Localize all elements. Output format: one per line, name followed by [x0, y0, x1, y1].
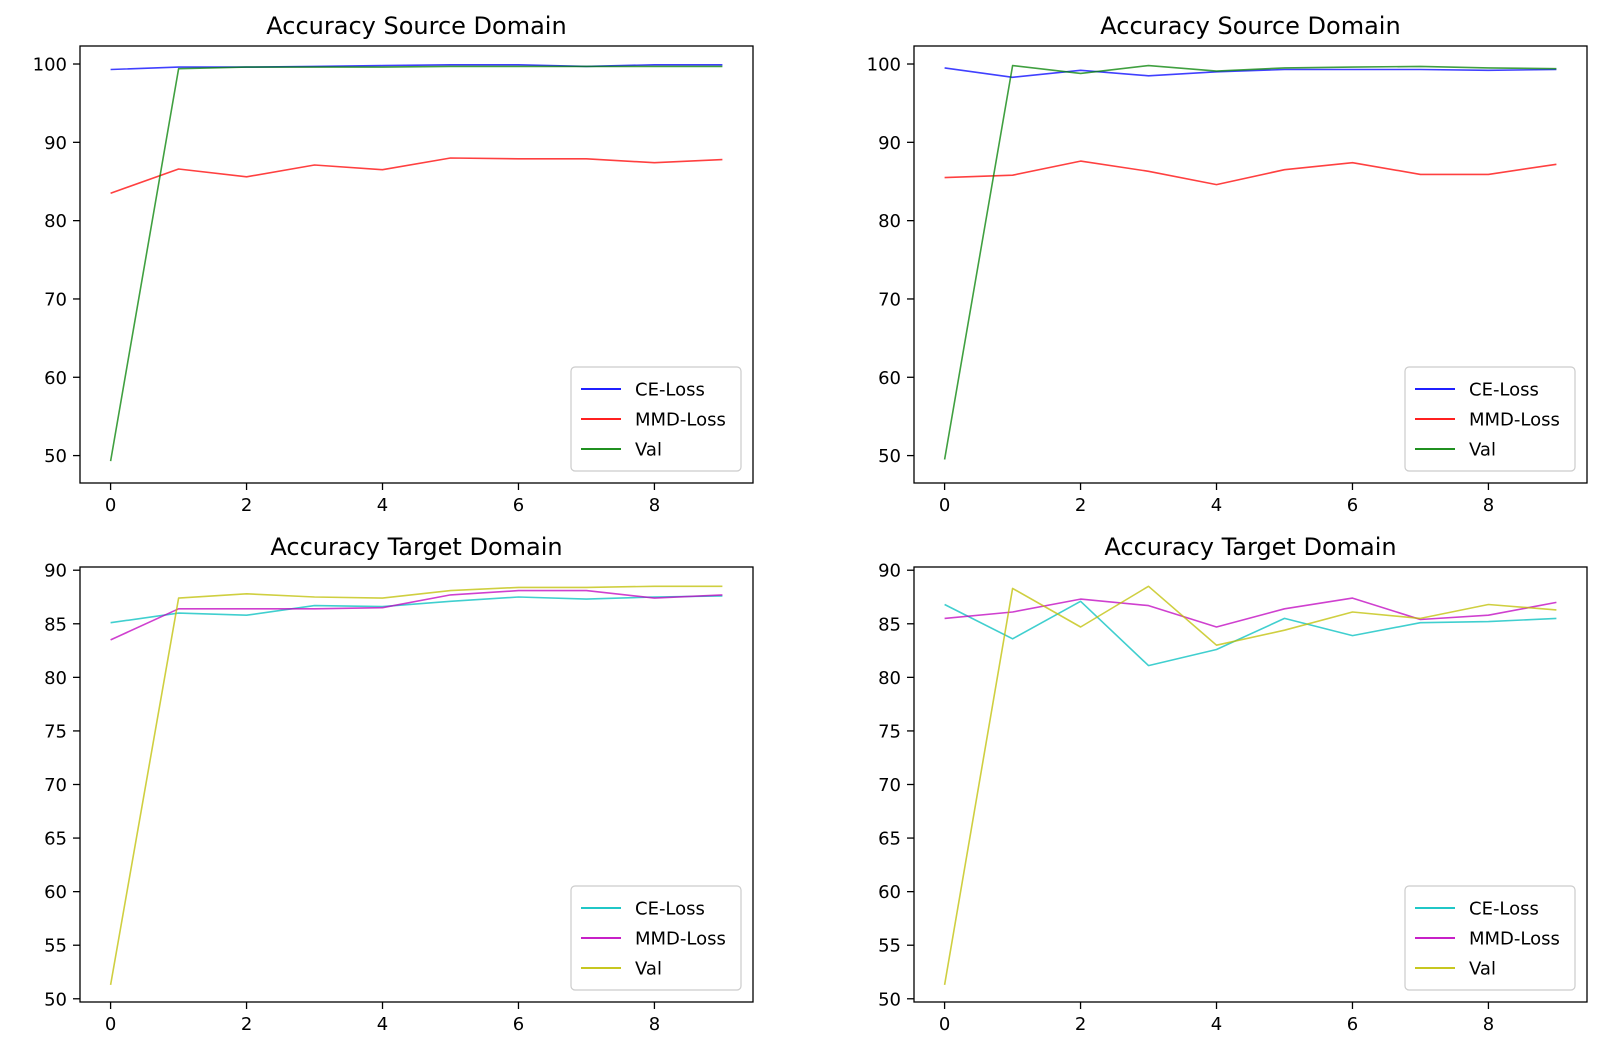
- y-tick-label: 85: [44, 614, 67, 635]
- y-tick-label: 75: [878, 721, 901, 742]
- x-tick-label: 8: [1483, 495, 1494, 516]
- x-tick-label: 6: [1347, 1014, 1358, 1035]
- legend-label-ce-loss: CE-Loss: [1469, 899, 1539, 920]
- x-tick-label: 2: [241, 1014, 252, 1035]
- legend-box: [1404, 366, 1576, 472]
- chart-panel-2: Accuracy Source Domain 0 2 4 6 8 50 60 70 80 90 100…: [867, 12, 1588, 516]
- legend-label-ce-loss: CE-Loss: [635, 380, 705, 401]
- x-tick-label: 6: [1347, 495, 1358, 516]
- y-tick-label: 90: [878, 133, 901, 154]
- legend: CE-Loss MMD-Loss Val: [1404, 885, 1576, 991]
- y-tick-label: 60: [44, 368, 67, 389]
- series-line-val: [943, 585, 1557, 986]
- chart-title: Accuracy Source Domain: [266, 12, 566, 40]
- x-tick-label: 0: [939, 1014, 950, 1035]
- y-tick-label: 90: [44, 133, 67, 154]
- legend: CE-Loss MMD-Loss Val: [570, 885, 742, 991]
- series-line-val: [109, 65, 723, 462]
- y-tick-label: 55: [878, 936, 901, 957]
- series-line-mmd-loss: [944, 160, 1557, 186]
- y-tick-label: 90: [44, 561, 67, 582]
- chart-title: Accuracy Source Domain: [1100, 12, 1400, 40]
- y-tick-label: 70: [44, 775, 67, 796]
- x-tick-label: 8: [649, 1014, 660, 1035]
- y-tick-label: 75: [44, 721, 67, 742]
- y-tick-label: 90: [878, 561, 901, 582]
- y-tick-label: 70: [44, 289, 67, 310]
- y-tick-label: 80: [878, 211, 901, 232]
- series-line-ce-loss: [110, 595, 723, 624]
- chart-title: Accuracy Target Domain: [270, 533, 562, 561]
- series-line-ce-loss: [944, 67, 1557, 79]
- y-tick-label: 55: [44, 936, 67, 957]
- y-tick-label: 60: [878, 882, 901, 903]
- chart-panel-1: Accuracy Source Domain 0 2 4 6 8 50 60 70 80 90 100…: [33, 12, 754, 516]
- series-line-mmd-loss: [944, 597, 1557, 628]
- x-tick-label: 6: [513, 495, 524, 516]
- y-tick-label: 60: [44, 882, 67, 903]
- legend-label-val: Val: [635, 440, 662, 461]
- y-tick-label: 65: [44, 829, 67, 850]
- legend-box: [570, 885, 742, 991]
- legend-box: [1404, 885, 1576, 991]
- y-tick-label: 80: [878, 668, 901, 689]
- y-tick-label: 50: [44, 989, 67, 1010]
- x-tick-label: 6: [513, 1014, 524, 1035]
- y-tick-label: 100: [33, 55, 67, 76]
- x-tick-label: 2: [241, 495, 252, 516]
- y-tick-label: 50: [44, 446, 67, 467]
- y-tick-label: 60: [878, 368, 901, 389]
- x-tick-label: 0: [939, 495, 950, 516]
- y-tick-label: 70: [878, 775, 901, 796]
- legend-label-val: Val: [1469, 440, 1496, 461]
- legend-label-mmd-loss: MMD-Loss: [635, 410, 726, 431]
- y-tick-label: 50: [878, 446, 901, 467]
- plot-frame: [913, 45, 1588, 484]
- y-tick-label: 80: [44, 211, 67, 232]
- series-line-val: [943, 64, 1557, 460]
- series-line-mmd-loss: [110, 589, 723, 641]
- series-line-mmd-loss: [110, 157, 723, 194]
- plot-frame: [79, 45, 754, 484]
- x-tick-label: 4: [1211, 495, 1222, 516]
- y-tick-label: 65: [878, 829, 901, 850]
- x-tick-label: 0: [105, 1014, 116, 1035]
- y-tick-label: 80: [44, 668, 67, 689]
- x-tick-label: 4: [377, 495, 388, 516]
- x-tick-label: 4: [377, 1014, 388, 1035]
- legend-box: [570, 366, 742, 472]
- x-tick-label: 8: [649, 495, 660, 516]
- chart-title: Accuracy Target Domain: [1104, 533, 1396, 561]
- series-line-ce-loss: [944, 600, 1557, 667]
- legend-label-mmd-loss: MMD-Loss: [635, 929, 726, 950]
- x-tick-label: 0: [105, 495, 116, 516]
- legend-label-ce-loss: CE-Loss: [635, 899, 705, 920]
- legend-label-mmd-loss: MMD-Loss: [1469, 410, 1560, 431]
- legend-label-mmd-loss: MMD-Loss: [1469, 929, 1560, 950]
- legend: CE-Loss MMD-Loss Val: [570, 366, 742, 472]
- legend-label-val: Val: [635, 959, 662, 980]
- x-tick-label: 2: [1075, 495, 1086, 516]
- x-tick-label: 2: [1075, 1014, 1086, 1035]
- y-tick-label: 85: [878, 614, 901, 635]
- x-tick-label: 8: [1483, 1014, 1494, 1035]
- x-tick-label: 4: [1211, 1014, 1222, 1035]
- y-tick-label: 70: [878, 289, 901, 310]
- legend: CE-Loss MMD-Loss Val: [1404, 366, 1576, 472]
- legend-label-val: Val: [1469, 959, 1496, 980]
- series-line-val: [109, 585, 723, 986]
- legend-label-ce-loss: CE-Loss: [1469, 380, 1539, 401]
- chart-panel-4: Accuracy Target Domain 0 2 4 6 8 50 55 60 65 70 75 8…: [878, 533, 1588, 1035]
- chart-panel-3: Accuracy Target Domain 0 2 4 6 8 50 55 60 65 70 75 8…: [44, 533, 754, 1035]
- y-tick-label: 100: [867, 55, 901, 76]
- y-tick-label: 50: [878, 989, 901, 1010]
